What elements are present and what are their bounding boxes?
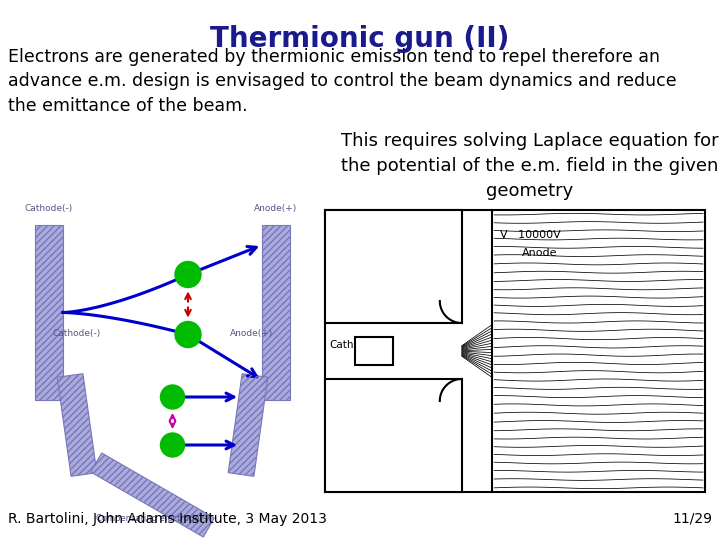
Circle shape [175, 261, 201, 287]
Bar [35, 225, 63, 400]
Polygon shape [57, 374, 96, 476]
Circle shape [161, 385, 184, 409]
Text: Electrons are generated by thermionic emission tend to repel therefore an
advanc: Electrons are generated by thermionic em… [8, 48, 677, 114]
Text: Electrode: Electrode [329, 254, 378, 264]
Bar [262, 225, 290, 400]
Bar [325, 210, 705, 492]
Bar [356, 337, 393, 365]
Text: Anode(+): Anode(+) [230, 329, 274, 338]
Bar [325, 210, 462, 323]
Text: Cathode: Cathode [329, 340, 373, 350]
Polygon shape [91, 453, 215, 537]
Circle shape [161, 433, 184, 457]
Text: Focusing: Focusing [329, 240, 375, 250]
Text: Anode(+): Anode(+) [254, 204, 297, 213]
Text: Anode: Anode [522, 248, 558, 258]
Text: V   10000V: V 10000V [500, 230, 561, 240]
Text: Cathode(-): Cathode(-) [25, 204, 73, 213]
Circle shape [175, 321, 201, 348]
Text: V = 0: V = 0 [329, 224, 358, 234]
Bar [325, 379, 462, 492]
Text: Thermionic gun (II): Thermionic gun (II) [210, 25, 510, 53]
Text: R. Bartolini, John Adams Institute, 3 May 2013: R. Bartolini, John Adams Institute, 3 Ma… [8, 512, 327, 526]
Text: Cathode(-): Cathode(-) [53, 329, 101, 338]
Text: 11/29: 11/29 [672, 512, 712, 526]
Text: This requires solving Laplace equation for
the potential of the e.m. field in th: This requires solving Laplace equation f… [341, 132, 719, 200]
Polygon shape [228, 374, 268, 476]
Bar [262, 225, 290, 400]
Text: Compensating electrode(-): Compensating electrode(-) [96, 514, 209, 523]
Bar [35, 225, 63, 400]
